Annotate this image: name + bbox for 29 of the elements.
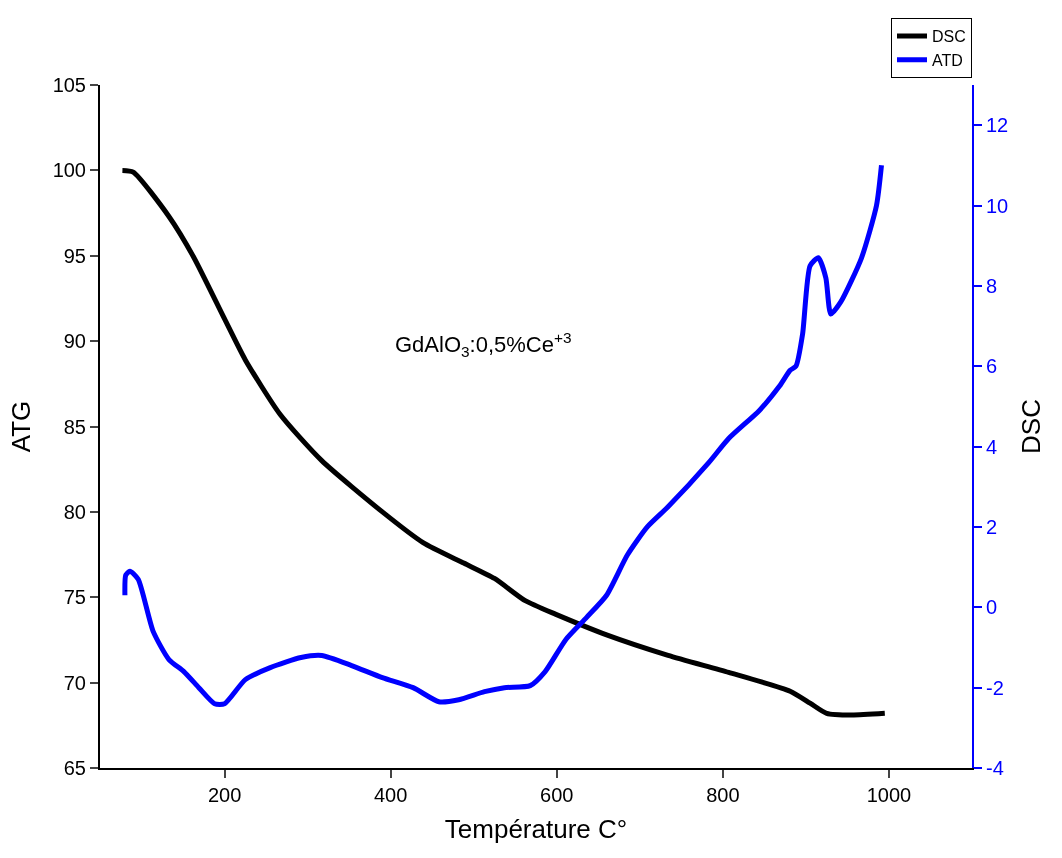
x-tick-label: 200 xyxy=(207,784,242,806)
x-tick-label: 600 xyxy=(540,784,574,806)
x-tick-label: 800 xyxy=(706,784,740,806)
y2-tick-label: -4 xyxy=(986,757,1004,779)
x-axis-title: Température C° xyxy=(444,814,628,845)
y-tick-label: 95 xyxy=(63,244,86,267)
legend-label: DSC xyxy=(932,28,966,46)
y2-tick-label: 6 xyxy=(986,355,998,378)
y2-axis-title: DSC xyxy=(1016,399,1047,454)
y-tick-label: 100 xyxy=(52,159,86,182)
y2-tick-label: 10 xyxy=(986,194,1009,217)
annotation: GdAlO$_{3}$:0,5%Ce$^{+3}$ xyxy=(395,329,572,360)
y-tick-label: 105 xyxy=(52,74,86,96)
y-tick-label: 70 xyxy=(63,671,86,694)
x-tick-label: 400 xyxy=(373,784,408,806)
y-tick-label: 75 xyxy=(63,586,86,609)
y-tick-label: 85 xyxy=(63,415,86,438)
y2-tick-label: 0 xyxy=(986,596,998,619)
y-tick-label: 90 xyxy=(63,330,86,353)
legend-label: ATD xyxy=(932,52,963,70)
x-tick-label: 1000 xyxy=(866,784,912,806)
y-tick-label: 65 xyxy=(63,757,86,779)
y-tick-label: 80 xyxy=(63,500,86,523)
y2-tick-label: 12 xyxy=(986,114,1009,137)
y-axis-title: ATG xyxy=(5,400,36,453)
y2-tick-label: 8 xyxy=(986,274,998,297)
y2-tick-label: 4 xyxy=(986,435,998,458)
y2-tick-label: 2 xyxy=(986,515,998,538)
y2-tick-label: -2 xyxy=(986,676,1004,699)
